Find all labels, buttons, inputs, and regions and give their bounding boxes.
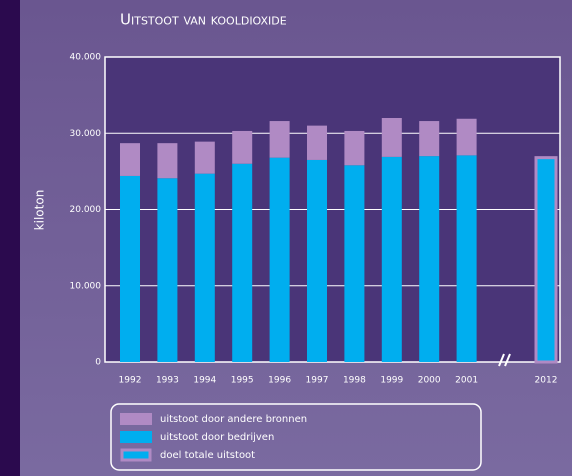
chart: Uitstoot van kooldioxide kiloton 0 10.000… [0, 0, 572, 476]
bar [307, 126, 327, 160]
bar [270, 121, 290, 158]
target-bar [536, 158, 556, 362]
x-tick-label: 1994 [193, 376, 216, 386]
bar [382, 118, 402, 157]
bar [120, 176, 140, 362]
legend-swatch [122, 450, 150, 460]
legend-swatch [120, 413, 152, 425]
x-tick-label: 1995 [231, 376, 254, 386]
bar [457, 119, 477, 156]
side-stripe [0, 0, 20, 476]
bar [419, 156, 439, 362]
bar [270, 158, 290, 362]
y-tick-label: 20.000 [70, 205, 102, 215]
bar [419, 121, 439, 156]
x-tick-label: 2001 [455, 376, 478, 386]
x-tick-label: 1993 [156, 376, 179, 386]
bar [157, 178, 177, 362]
bar [307, 160, 327, 362]
page: Uitstoot van kooldioxide kiloton 0 10.000… [0, 0, 572, 476]
bar [457, 155, 477, 362]
legend-label: uitstoot door bedrijven [160, 432, 274, 443]
y-tick-label: 10.000 [70, 281, 102, 291]
legend-swatch [120, 431, 152, 443]
x-tick-label: 1999 [380, 376, 403, 386]
chart-title: Uitstoot van kooldioxide [120, 11, 287, 29]
legend-label: uitstoot door andere bronnen [160, 414, 307, 425]
x-tick-label: 1996 [268, 376, 291, 386]
bar [195, 142, 215, 174]
x-tick-label: 1997 [306, 376, 329, 386]
bar [195, 174, 215, 362]
x-tick-label: 1992 [119, 376, 142, 386]
bar [232, 164, 252, 362]
x-tick-label: 2012 [535, 376, 558, 386]
bar [344, 131, 364, 165]
y-tick-label: 40.000 [70, 53, 102, 63]
y-tick-label: 30.000 [70, 129, 102, 139]
bar [120, 143, 140, 176]
x-tick-label: 1998 [343, 376, 366, 386]
bar [344, 165, 364, 362]
y-tick-label: 0 [95, 358, 101, 368]
y-axis-label: kiloton [33, 190, 47, 231]
x-tick-label: 2000 [418, 376, 441, 386]
bar [382, 157, 402, 362]
legend-label: doel totale uitstoot [160, 450, 255, 461]
bar [232, 131, 252, 164]
bar [157, 143, 177, 178]
